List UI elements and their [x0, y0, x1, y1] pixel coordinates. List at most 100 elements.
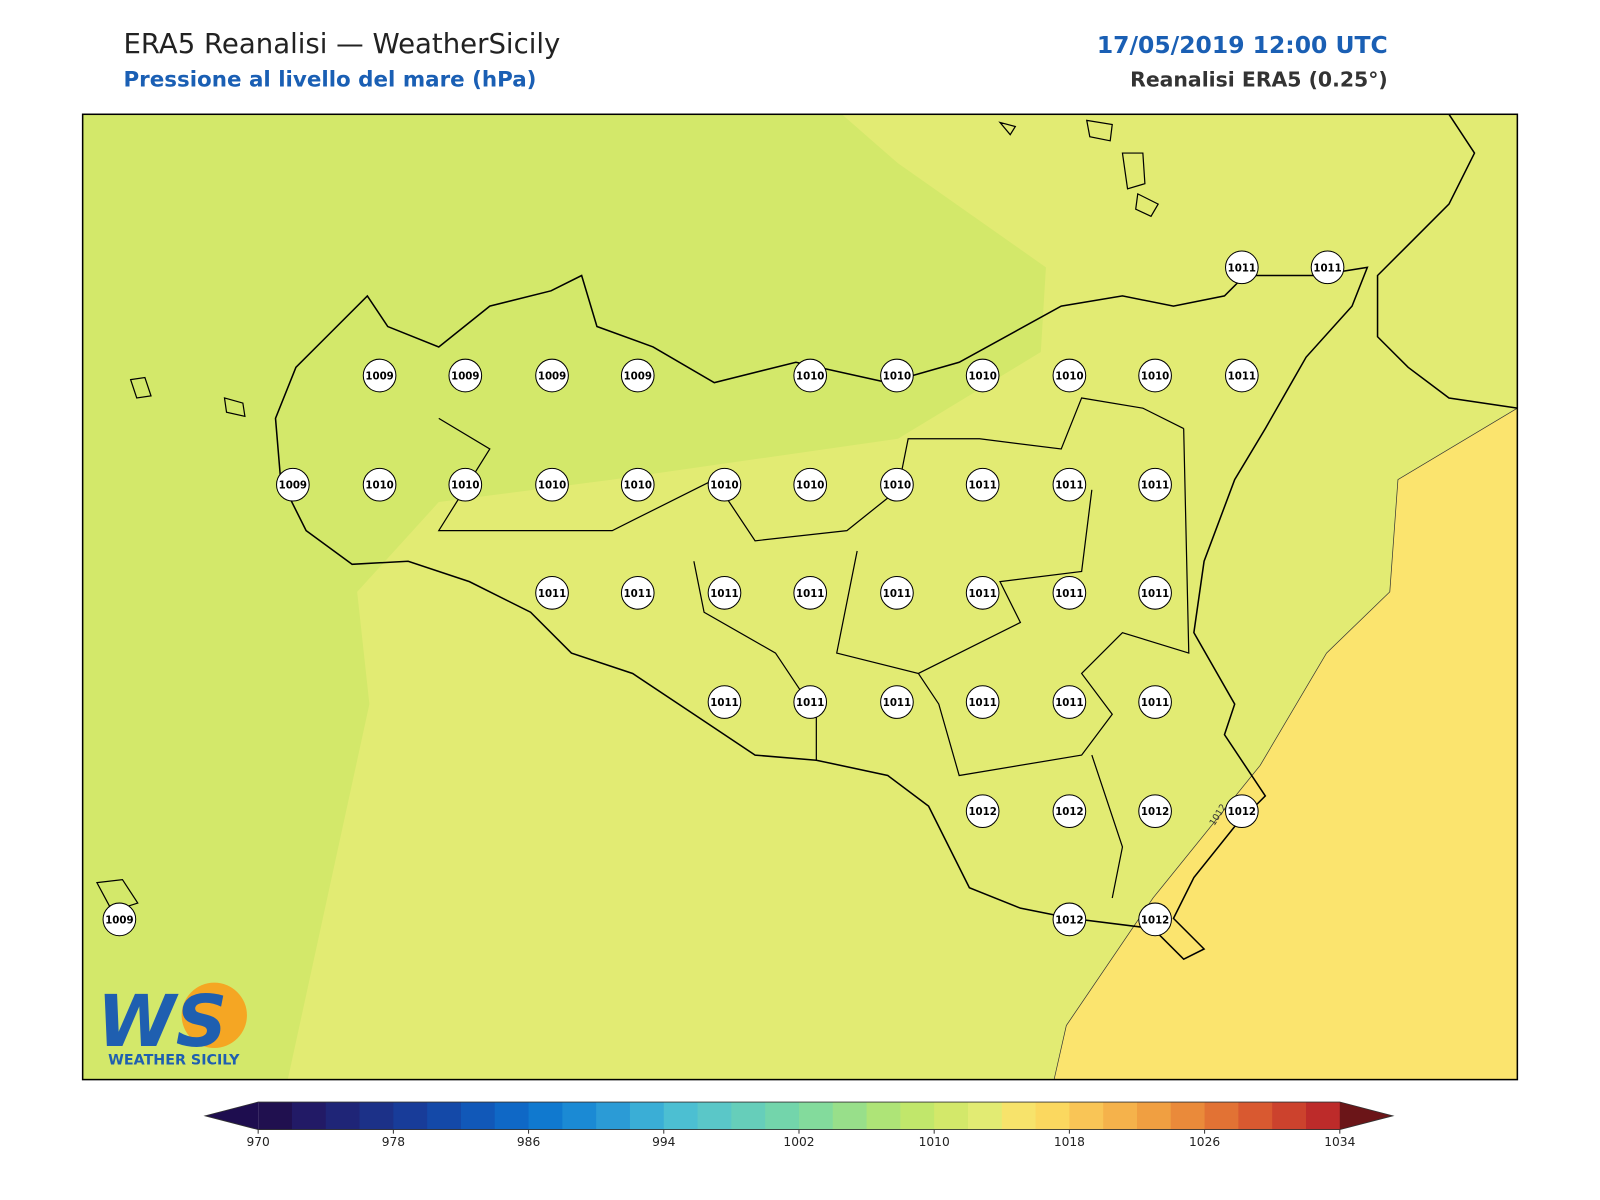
colorbar-bin: [798, 1102, 834, 1130]
colorbar-bin: [1035, 1102, 1070, 1130]
station-value: 1010: [710, 481, 738, 492]
station-value: 1009: [279, 481, 307, 492]
colorbar-tick-label: 994: [652, 1135, 676, 1149]
station-value: 1011: [796, 589, 824, 600]
colorbar-bin: [494, 1102, 530, 1130]
station-value: 1012: [1228, 807, 1256, 818]
colorbar-bin: [562, 1102, 597, 1130]
station-marker: [793, 576, 828, 610]
station-marker: [1225, 794, 1259, 829]
colorbar-bin: [629, 1102, 665, 1130]
colorbar-tick-label: 1010: [919, 1135, 950, 1149]
station-marker: [362, 467, 397, 502]
station-value: 1011: [710, 589, 738, 600]
colorbar-bin: [900, 1102, 935, 1130]
colorbar-bin: [291, 1102, 327, 1130]
station-value: 1010: [365, 481, 393, 492]
map-frame: [81, 113, 1519, 1081]
field-1008: [82, 114, 1046, 1080]
colorbar-tick-label: 986: [517, 1135, 541, 1149]
station-value: 1011: [1313, 263, 1341, 274]
station-marker: [1138, 685, 1172, 719]
station-value: 1011: [538, 589, 566, 600]
station-marker: [535, 358, 569, 393]
station-value: 1012: [1055, 807, 1083, 818]
colorbar-under: [205, 1102, 259, 1130]
islands: [95, 119, 1160, 912]
colorbar-bin: [967, 1102, 1003, 1130]
station-value: 1009: [624, 372, 652, 383]
station-value: 1010: [1141, 372, 1169, 383]
station-marker: [448, 358, 483, 393]
station-marker: [620, 358, 655, 393]
station-marker: [707, 685, 742, 719]
station-marker: [1138, 794, 1172, 829]
station-marker: [1052, 685, 1087, 719]
station-value: 1011: [624, 589, 652, 600]
station-marker: [707, 467, 742, 502]
colorbar-bin: [1069, 1102, 1104, 1130]
date: 17/05/2019 12:00 UTC: [1097, 31, 1388, 59]
station-value: 1011: [883, 589, 911, 600]
station-value: 1010: [538, 481, 566, 492]
logo-mark: WS: [97, 980, 227, 1063]
colorbar-bin: [832, 1102, 868, 1130]
logo-sun: [181, 982, 247, 1048]
colorbar-bin: [1238, 1102, 1273, 1130]
station-marker: [276, 467, 310, 502]
station-marker: [620, 467, 655, 502]
station-marker: [448, 467, 483, 502]
station-marker: [880, 685, 914, 719]
station-value: 1012: [968, 807, 996, 818]
station-marker: [1138, 467, 1172, 502]
colorbar-over: [1339, 1102, 1393, 1130]
station-value: 1012: [1055, 915, 1083, 926]
colorbar-bin: [1272, 1102, 1307, 1130]
logo: WS Weather Sicily: [97, 980, 247, 1068]
station-value: 1009: [538, 372, 566, 383]
title: ERA5 Reanalisi — WeatherSicily: [123, 28, 560, 60]
station-value: 1009: [365, 372, 393, 383]
station-value: 1010: [968, 372, 996, 383]
colorbar-bin: [1170, 1102, 1206, 1130]
source: Reanalisi ERA5 (0.25°): [1130, 68, 1388, 92]
station-value: 1012: [1141, 915, 1169, 926]
station-marker: [1225, 250, 1259, 285]
station-marker: [1052, 358, 1087, 393]
station-marker: [880, 358, 914, 393]
station-value: 1010: [883, 481, 911, 492]
colorbar-bin: [359, 1102, 394, 1130]
station-marker: [1138, 576, 1172, 610]
station-value: 1011: [710, 698, 738, 709]
station-value: 1011: [968, 589, 996, 600]
calabria-coast: [1376, 114, 1518, 409]
colorbar-tick-label: 1018: [1054, 1135, 1085, 1149]
station-value: 1011: [796, 698, 824, 709]
station-value: 1010: [796, 372, 824, 383]
station-value: 1011: [1141, 589, 1169, 600]
map-area: 1011 1011 1009 1009 1009 1009 1010 1010 1010 1010…: [82, 114, 1518, 1080]
station-marker: [1138, 902, 1172, 937]
colorbar-tick-label: 1002: [783, 1135, 814, 1149]
station-marker: [793, 467, 828, 502]
colorbar-bin: [393, 1102, 428, 1130]
station-marker: [880, 576, 914, 610]
colorbar-bin: [460, 1102, 496, 1130]
station-marker: [362, 358, 397, 393]
colorbar-bin: [1305, 1102, 1341, 1130]
station-marker: [707, 576, 742, 610]
colorbar-bin: [1204, 1102, 1239, 1130]
station-value: 1010: [451, 481, 479, 492]
station-marker: [1052, 794, 1087, 829]
station-marker: [1052, 902, 1087, 937]
station-value: 1011: [968, 481, 996, 492]
colorbar-bin: [258, 1102, 293, 1130]
station-value: 1011: [1055, 589, 1083, 600]
colorbar-bin: [765, 1102, 800, 1130]
station-value: 1011: [1228, 263, 1256, 274]
station-value: 1011: [883, 698, 911, 709]
station-marker: [965, 685, 1000, 719]
station-marker: [965, 358, 1000, 393]
station-value: 1012: [1141, 807, 1169, 818]
